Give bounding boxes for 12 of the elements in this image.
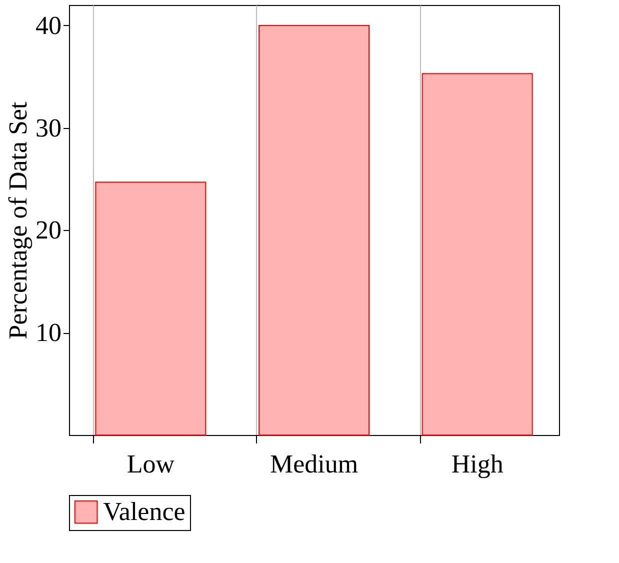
- bar: [422, 73, 533, 436]
- y-tick-label: 20: [36, 216, 62, 245]
- y-tick-label: 40: [36, 10, 62, 40]
- y-tick-label: 10: [36, 318, 62, 348]
- legend-label: Valence: [103, 497, 186, 526]
- x-tick-label: Medium: [270, 450, 358, 478]
- bar: [258, 24, 370, 436]
- y-tick-label: 30: [36, 113, 62, 142]
- y-axis-title: Percentage of Data Set: [4, 100, 32, 340]
- x-tick-label: Low: [126, 450, 175, 478]
- x-tick-label: High: [451, 450, 504, 478]
- bar: [95, 182, 206, 436]
